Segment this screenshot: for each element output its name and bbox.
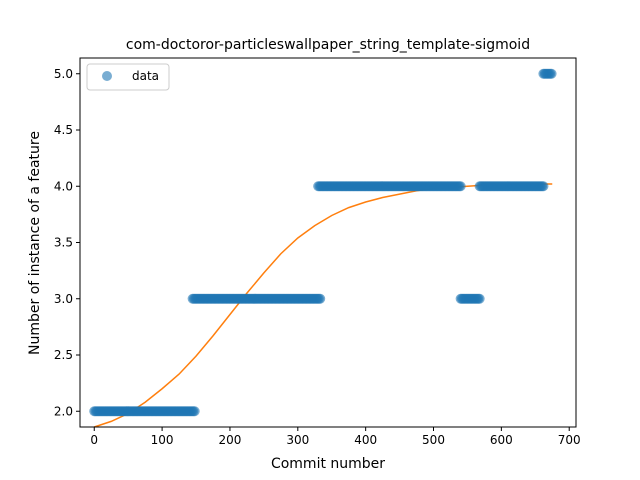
y-axis-ticks: 2.0 2.5 3.0 3.5 4.0 4.5 5.0 (54, 67, 80, 418)
data-point (474, 293, 485, 304)
x-tick-label: 0 (90, 433, 98, 447)
y-tick-label: 5.0 (54, 67, 73, 81)
data-point (455, 181, 466, 192)
x-tick-label: 600 (490, 433, 513, 447)
plot-frame (79, 57, 577, 428)
y-tick-label: 4.5 (54, 123, 73, 137)
x-axis-ticks: 0 100 200 300 400 500 600 700 (90, 427, 581, 447)
plot-area (80, 58, 576, 427)
legend-label: data (132, 69, 159, 83)
x-tick-label: 700 (558, 433, 581, 447)
x-tick-label: 500 (422, 433, 445, 447)
y-tick-label: 3.5 (54, 236, 73, 250)
x-axis-label: Commit number (271, 456, 385, 472)
legend-marker (102, 71, 112, 81)
data-point (546, 68, 557, 79)
legend: data (86, 63, 170, 91)
x-tick-label: 200 (219, 433, 242, 447)
data-point (538, 181, 549, 192)
data-point (315, 293, 326, 304)
y-axis-label: Number of instance of a feature (27, 131, 43, 355)
x-tick-label: 400 (354, 433, 377, 447)
chart-title: com-doctoror-particleswallpaper_string_t… (126, 37, 530, 53)
legend-box (86, 63, 170, 91)
data-point (189, 406, 200, 417)
y-tick-label: 2.0 (54, 404, 73, 418)
x-tick-label: 300 (286, 433, 309, 447)
x-tick-label: 100 (151, 433, 174, 447)
data-layer (89, 68, 557, 417)
y-tick-label: 4.0 (54, 179, 73, 193)
y-tick-label: 3.0 (54, 292, 73, 306)
y-tick-label: 2.5 (54, 348, 73, 362)
